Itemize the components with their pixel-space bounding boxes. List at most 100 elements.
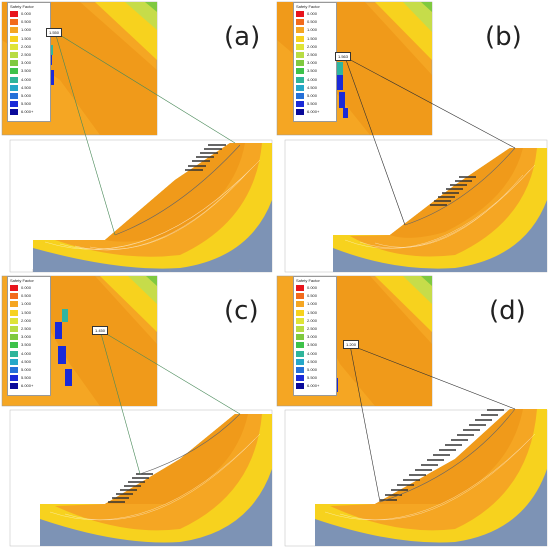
panel-c: Safety Factor 0.000 0.500 1.000 1.500 2.000 2…	[0, 274, 275, 548]
legend-swatch	[296, 101, 304, 108]
legend-level: 0.000	[21, 11, 32, 16]
legend-swatch	[296, 84, 304, 91]
legend-swatch	[10, 93, 18, 99]
legend-swatch	[296, 68, 304, 75]
anchors	[185, 144, 226, 171]
legend-level: 0.000	[307, 285, 318, 290]
panel-label-b: (b)	[485, 22, 522, 52]
legend-swatch	[10, 52, 18, 58]
legend-swatch	[10, 101, 18, 108]
panel-a: Safety Factor 0.000 0.500 1.000 1.500 2.000 2…	[0, 0, 275, 274]
legend-level: 1.000	[21, 301, 32, 307]
legend-swatch	[296, 358, 304, 365]
legend-level: 4.000	[307, 350, 318, 356]
legend-swatch	[296, 35, 304, 42]
legend-swatch	[296, 342, 304, 349]
legend-swatch	[10, 342, 18, 349]
legend-swatch	[10, 317, 18, 324]
legend-swatch	[10, 350, 18, 357]
legend-swatch	[10, 68, 18, 75]
legend-level: 1.000	[307, 301, 318, 307]
legend-level: 3.500	[307, 68, 318, 74]
panel-d: Safety Factor 0.000 0.500 1.000 1.500 2.000 2…	[275, 274, 550, 548]
legend-swatch	[296, 293, 304, 300]
legend-level: 5.500	[307, 375, 318, 381]
legend-level: 6.000+	[307, 383, 320, 389]
legend-swatch	[10, 35, 18, 42]
legend-swatch	[296, 19, 304, 26]
legend-level: 5.500	[21, 375, 32, 381]
legend-swatch	[296, 334, 304, 341]
legend-swatch	[296, 93, 304, 99]
legend-level: 0.000	[21, 285, 32, 290]
legend-level: 4.500	[21, 358, 32, 364]
legend-level: 4.500	[307, 358, 318, 364]
legend-level: 0.000	[307, 11, 318, 16]
legend-swatch	[296, 285, 304, 291]
legend-level: 3.000	[21, 60, 32, 66]
legend-level: 4.500	[21, 84, 32, 90]
legend-level: 1.500	[307, 309, 318, 315]
legend-swatch	[10, 358, 18, 365]
legend-level: 3.500	[307, 342, 318, 348]
panel-label-c: (c)	[224, 296, 259, 326]
panel-a-graphic	[1, 1, 273, 273]
legend-level: 3.500	[21, 342, 32, 348]
legend-level: 6.000+	[21, 109, 34, 115]
legend-swatch	[296, 11, 304, 17]
panel-label-d: (d)	[489, 296, 526, 326]
legend-level: 1.000	[21, 27, 32, 33]
legend-level: 0.500	[307, 19, 318, 25]
legend-level: 4.500	[307, 84, 318, 90]
legend-level: 2.500	[307, 52, 318, 57]
legend-swatch	[296, 309, 304, 316]
legend-swatch	[10, 293, 18, 300]
legend-level: 2.000	[307, 43, 318, 49]
legend-swatch	[10, 11, 18, 17]
legend-level: 5.000	[21, 367, 32, 372]
legend-level: 4.000	[307, 76, 318, 82]
legend-title: Safety Factor	[10, 4, 34, 9]
legend-level: 5.500	[21, 101, 32, 107]
legend-level: 2.500	[21, 326, 32, 331]
legend-swatch	[296, 326, 304, 332]
legend-level: 3.000	[21, 334, 32, 340]
legend-title: Safety Factor	[296, 278, 320, 283]
legend-swatch	[10, 285, 18, 291]
legend-swatch	[10, 19, 18, 26]
legend-level: 6.000+	[21, 383, 34, 389]
legend-title: Safety Factor	[10, 278, 34, 283]
panel-b: Safety Factor 0.000 0.500 1.000 1.500 2.000 2…	[275, 0, 550, 274]
legend-b: Safety Factor 0.000 0.500 1.000 1.500 2.000 2…	[293, 2, 337, 122]
legend-swatch	[10, 84, 18, 91]
legend-swatch	[10, 367, 18, 373]
panel-b-graphic	[276, 1, 548, 273]
legend-a: Safety Factor 0.000 0.500 1.000 1.500 2.000 2…	[7, 2, 51, 122]
legend-swatch	[10, 383, 18, 390]
legend-level: 3.500	[21, 68, 32, 74]
panel-c-graphic	[1, 275, 273, 547]
legend-level: 2.000	[307, 317, 318, 323]
legend-level: 4.000	[21, 76, 32, 82]
legend-title: Safety Factor	[296, 4, 320, 9]
legend-swatch	[296, 383, 304, 390]
legend-swatch	[296, 27, 304, 34]
legend-level: 0.500	[21, 19, 32, 25]
legend-swatch	[10, 334, 18, 341]
legend-level: 2.500	[307, 326, 318, 331]
legend-swatch	[10, 109, 18, 116]
legend-level: 4.000	[21, 350, 32, 356]
legend-swatch	[296, 52, 304, 58]
legend-swatch	[10, 60, 18, 67]
legend-level: 1.500	[21, 35, 32, 41]
legend-swatch	[296, 301, 304, 308]
legend-level: 5.000	[307, 93, 318, 98]
legend-swatch	[296, 367, 304, 373]
legend-swatch	[10, 43, 18, 50]
legend-level: 2.500	[21, 52, 32, 57]
panel-label-a: (a)	[224, 22, 261, 52]
legend-level: 2.000	[21, 43, 32, 49]
legend-swatch	[296, 350, 304, 357]
legend-swatch	[10, 27, 18, 34]
legend-level: 1.500	[21, 309, 32, 315]
